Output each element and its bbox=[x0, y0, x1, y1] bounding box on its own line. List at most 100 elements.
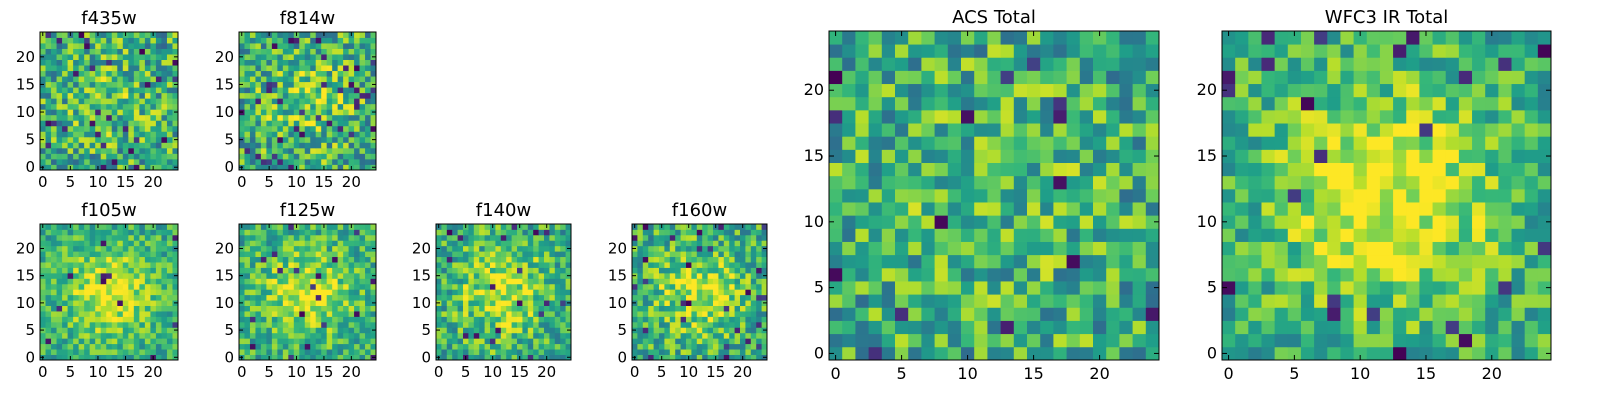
heatmap-cell bbox=[51, 37, 57, 44]
heatmap-cell bbox=[244, 289, 251, 296]
heatmap-cell bbox=[348, 92, 355, 99]
heatmap-cell bbox=[277, 98, 284, 105]
heatmap-cell bbox=[122, 283, 129, 290]
heatmap-cell bbox=[293, 349, 300, 355]
heatmap-cell bbox=[642, 251, 649, 258]
heatmap-cell bbox=[133, 262, 140, 268]
heatmap-cell bbox=[490, 327, 496, 334]
heatmap-cell bbox=[538, 311, 545, 317]
heatmap-cell bbox=[354, 300, 360, 306]
heatmap-cell bbox=[855, 228, 869, 242]
heatmap-cell bbox=[463, 234, 469, 241]
heatmap-cell bbox=[1353, 307, 1368, 321]
heatmap-cell bbox=[84, 240, 91, 247]
heatmap-cell bbox=[664, 354, 671, 361]
heatmap-cell bbox=[1327, 333, 1341, 348]
heatmap-cell bbox=[1274, 202, 1289, 216]
heatmap-cell bbox=[111, 338, 118, 345]
heatmap-cell bbox=[40, 289, 46, 296]
heatmap-cell bbox=[659, 283, 665, 290]
heatmap-cell bbox=[288, 267, 295, 274]
heatmap-cell bbox=[565, 305, 572, 312]
heatmap-cell bbox=[348, 48, 355, 55]
heatmap-cell bbox=[468, 245, 475, 252]
heatmap-cell bbox=[161, 289, 168, 296]
heatmap-cell bbox=[51, 316, 57, 323]
heatmap-cell bbox=[484, 234, 491, 241]
heatmap-cell bbox=[1300, 254, 1315, 269]
heatmap-cell bbox=[255, 142, 262, 149]
heatmap-cell bbox=[1053, 149, 1067, 163]
heatmap-cell bbox=[1013, 109, 1028, 124]
heatmap-cell bbox=[84, 343, 91, 350]
heatmap-cell bbox=[40, 316, 46, 323]
heatmap-cell bbox=[73, 316, 80, 323]
heatmap-cell bbox=[1093, 202, 1107, 216]
heatmap-cell bbox=[702, 245, 708, 252]
heatmap-cell bbox=[463, 240, 469, 247]
heatmap-cell bbox=[961, 228, 975, 242]
heatmap-cell bbox=[62, 147, 68, 154]
heatmap-cell bbox=[1248, 202, 1262, 216]
heatmap-cell bbox=[337, 316, 344, 323]
heatmap-cell bbox=[40, 43, 46, 49]
heatmap-cell bbox=[484, 321, 491, 328]
heatmap-cell bbox=[117, 327, 124, 334]
heatmap-cell bbox=[729, 256, 735, 263]
heatmap-cell bbox=[161, 343, 168, 350]
heatmap-cell bbox=[934, 333, 949, 348]
heatmap-cell bbox=[260, 65, 267, 72]
heatmap-cell bbox=[484, 240, 491, 247]
heatmap-cell bbox=[1248, 254, 1262, 269]
heatmap-cell bbox=[260, 332, 267, 339]
heatmap-cell bbox=[829, 149, 843, 163]
heatmap-cell bbox=[337, 300, 344, 306]
heatmap-cell bbox=[128, 321, 135, 328]
heatmap-cell bbox=[1013, 333, 1028, 348]
heatmap-cell bbox=[100, 54, 107, 60]
heatmap-cell bbox=[56, 289, 63, 296]
heatmap-cell bbox=[686, 267, 692, 274]
heatmap-cell bbox=[106, 59, 113, 66]
heatmap-cell bbox=[664, 294, 671, 301]
heatmap-cell bbox=[299, 54, 306, 60]
heatmap-cell bbox=[133, 267, 140, 274]
heatmap-cell bbox=[1432, 267, 1447, 282]
heatmap-cell bbox=[150, 262, 157, 268]
heatmap-cell bbox=[1132, 123, 1147, 137]
heatmap-cell bbox=[702, 327, 708, 334]
heatmap-cell bbox=[1366, 188, 1381, 203]
heatmap-cell bbox=[348, 76, 355, 83]
heatmap-cell bbox=[67, 245, 74, 252]
heatmap-cell bbox=[128, 103, 135, 110]
heatmap-cell bbox=[117, 338, 124, 345]
heatmap-cell bbox=[1379, 241, 1394, 256]
heatmap-cell bbox=[89, 120, 96, 127]
heatmap-cell bbox=[713, 327, 719, 334]
heatmap-cell bbox=[332, 321, 339, 328]
heatmap-cell bbox=[527, 289, 534, 296]
heatmap-cell bbox=[62, 289, 68, 296]
heatmap-cell bbox=[111, 267, 118, 274]
heatmap-cell bbox=[947, 215, 962, 229]
heatmap-cell bbox=[974, 215, 988, 229]
heatmap-cell bbox=[166, 158, 173, 165]
heatmap-cell bbox=[128, 262, 135, 268]
heatmap-cell bbox=[370, 87, 377, 94]
heatmap-cell bbox=[1353, 228, 1368, 242]
x-tick-label: 5 bbox=[264, 363, 274, 381]
heatmap-cell bbox=[348, 289, 355, 296]
heatmap-cell bbox=[565, 294, 572, 301]
heatmap-cell bbox=[1300, 149, 1315, 163]
heatmap-cell bbox=[452, 327, 458, 334]
heatmap-cell bbox=[855, 44, 869, 58]
heatmap-cell bbox=[277, 59, 284, 66]
heatmap-cell bbox=[565, 234, 572, 241]
heatmap-cell bbox=[1235, 228, 1249, 242]
heatmap-cell bbox=[304, 32, 311, 38]
heatmap-cell bbox=[260, 131, 267, 138]
heatmap-cell bbox=[100, 98, 107, 105]
heatmap-cell bbox=[1353, 320, 1368, 335]
heatmap-cell bbox=[370, 251, 377, 258]
heatmap-cell bbox=[1000, 96, 1015, 111]
